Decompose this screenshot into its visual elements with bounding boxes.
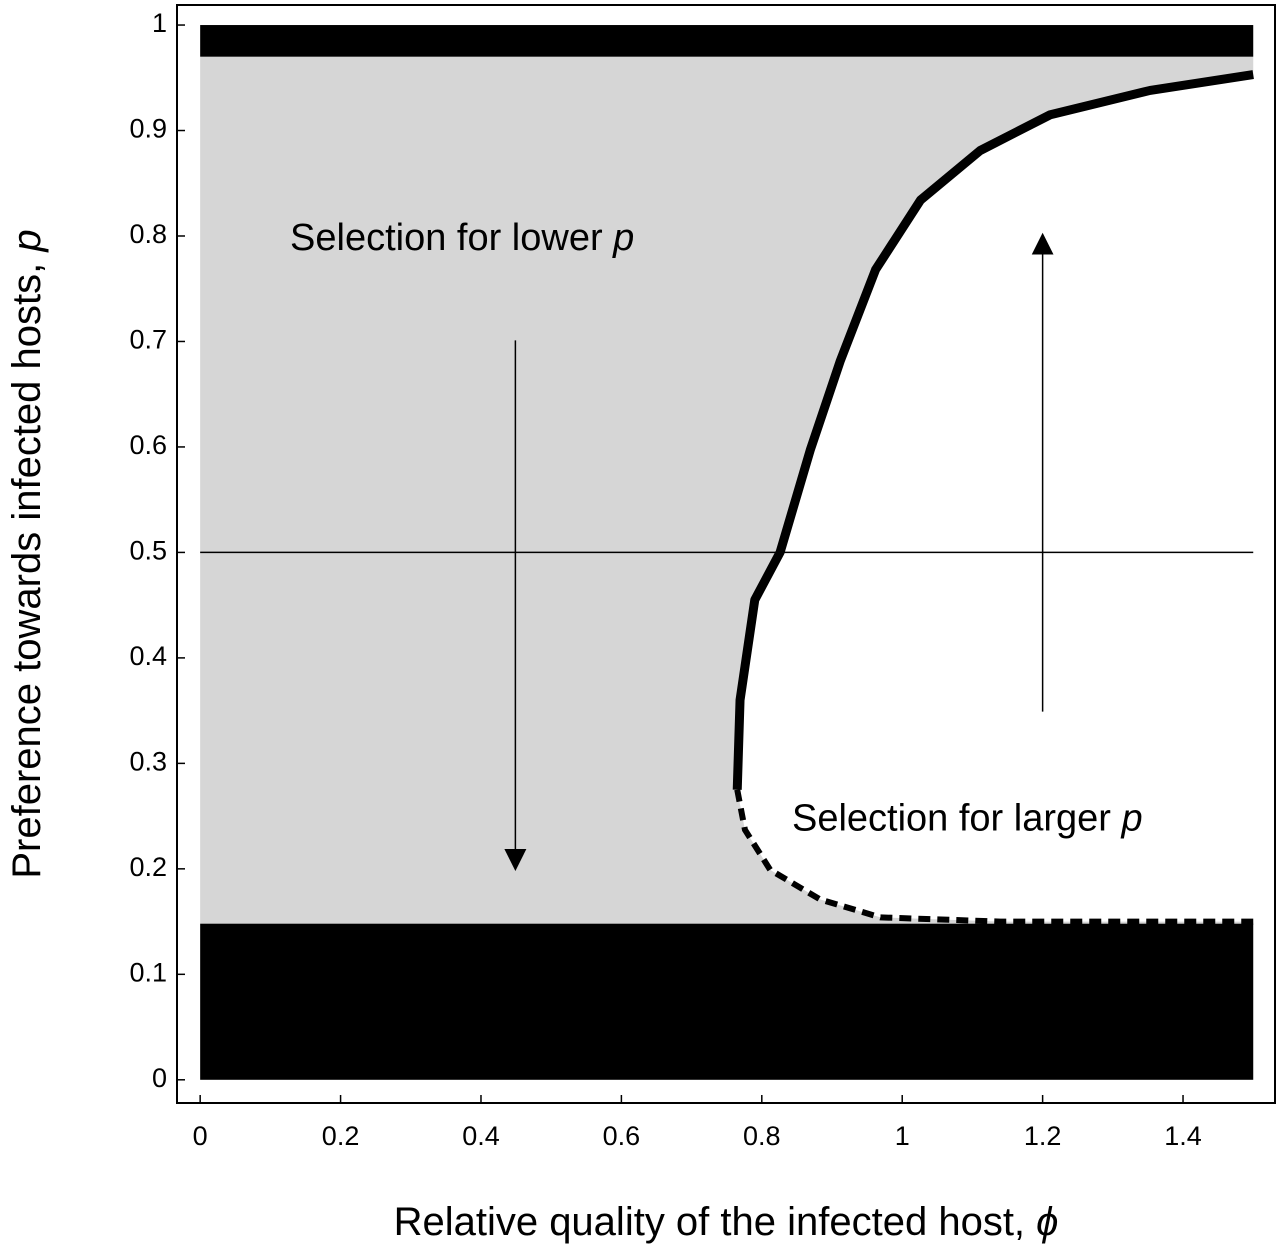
x-tick-label: 1 [895,1121,910,1151]
y-axis-label-text: Preference towards infected hosts, [5,263,49,879]
annotation: Selection for larger p [792,797,1143,839]
x-axis-label-text: Relative quality of the infected host, [394,1200,1025,1244]
y-tick-label: 0.8 [129,219,167,249]
annotation: Selection for lower p [290,217,634,259]
y-tick-label: 1 [152,8,167,38]
band [200,25,1254,57]
selection-region [200,56,1254,924]
x-tick-label: 1.2 [1024,1121,1062,1151]
x-tick-label: 0.4 [462,1121,500,1151]
x-tick-label: 1.4 [1164,1121,1202,1151]
x-tick-label: 0.6 [603,1121,641,1151]
x-tick-label: 0 [193,1121,208,1151]
annotation-symbol: p [612,217,634,259]
y-axis-label: Preference towards infected hosts, p [5,229,49,878]
y-tick-label: 0.3 [129,746,167,776]
boundary-curve [734,789,1254,925]
band [200,923,1254,1080]
y-tick-label: 0.2 [129,852,167,882]
y-tick-label: 0.4 [129,641,167,671]
y-tick-label: 0.1 [129,957,167,987]
x-tick-label: 0.8 [743,1121,781,1151]
boundary-curve [732,70,1254,790]
y-tick-label: 0.7 [129,325,167,355]
y-tick-label: 0.5 [129,536,167,566]
y-tick-label: 0 [152,1063,167,1093]
x-axis-label: Relative quality of the infected host, ϕ [394,1200,1059,1244]
plot-frame [176,4,1276,1104]
x-tick-label: 0.2 [322,1121,360,1151]
annotation-text: Selection for larger [792,797,1111,839]
x-axis-label-symbol: ϕ [1036,1200,1058,1244]
y-axis-label-symbol: p [5,229,49,252]
annotation-symbol: p [1120,797,1142,839]
y-tick-label: 0.6 [129,430,167,460]
y-tick-label: 0.9 [129,114,167,144]
annotation-text: Selection for lower [290,217,603,259]
